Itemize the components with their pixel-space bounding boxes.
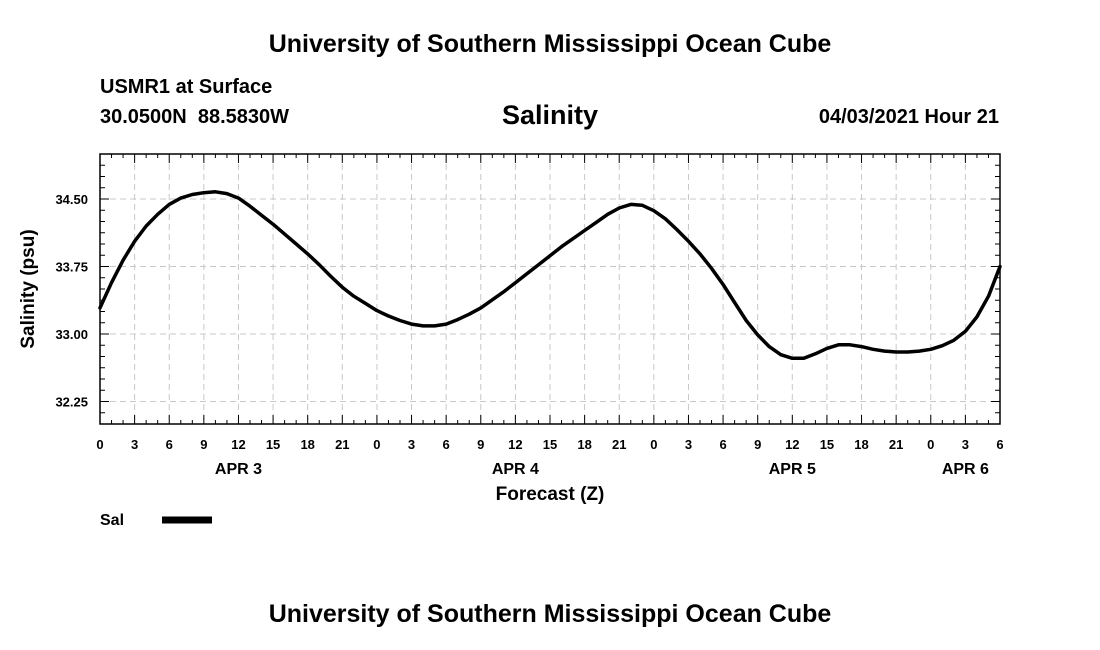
plot-frame [99,153,1001,425]
x-tick-label: 12 [508,437,522,452]
x-tick-label: 15 [820,437,834,452]
x-tick-label: 0 [373,437,380,452]
x-tick-label: 18 [300,437,314,452]
x-tick-label: 3 [131,437,138,452]
x-tick-label: 3 [408,437,415,452]
x-tick-label: 6 [996,437,1003,452]
date-label: APR 6 [942,461,989,478]
x-tick-label: 0 [96,437,103,452]
chart-title-bottom: University of Southern Mississippi Ocean… [268,600,832,628]
variable-title: Salinity [501,100,599,130]
x-tick-label: 21 [889,437,903,452]
x-tick-label: 0 [650,437,657,452]
y-axis-title: Salinity (psu) [18,229,39,348]
x-tick-label: 6 [443,437,450,452]
y-tick-label: 33.00 [55,327,88,342]
date-label: APR 4 [492,461,539,478]
x-tick-label: 9 [477,437,484,452]
x-tick-label: 6 [719,437,726,452]
station-coordinates: 30.0500N 88.5830W [100,106,290,128]
x-tick-label: 18 [577,437,591,452]
x-tick-label: 21 [335,437,349,452]
x-tick-label: 9 [754,437,761,452]
series-line-sal [98,190,1002,361]
date-label: APR 5 [769,461,816,478]
x-tick-label: 3 [962,437,969,452]
y-tick-label: 34.50 [55,192,88,207]
legend-label: Sal [100,512,124,529]
x-axis-title: Forecast (Z) [496,484,605,505]
x-tick-label: 0 [927,437,934,452]
x-tick-label: 21 [612,437,626,452]
x-tick-label: 9 [200,437,207,452]
x-tick-label: 12 [231,437,245,452]
x-tick-label: 3 [685,437,692,452]
x-tick-label: 12 [785,437,799,452]
forecast-datetime: 04/03/2021 Hour 21 [818,106,999,128]
station-label: USMR1 at Surface [100,76,273,98]
date-label: APR 3 [215,461,262,478]
chart-title-top: University of Southern Mississippi Ocean… [268,30,832,58]
x-tick-label: 18 [854,437,868,452]
y-tick-label: 33.75 [55,260,88,275]
y-tick-label: 32.25 [55,395,88,410]
x-tick-label: 15 [543,437,557,452]
x-tick-label: 15 [266,437,280,452]
x-tick-label: 6 [166,437,173,452]
